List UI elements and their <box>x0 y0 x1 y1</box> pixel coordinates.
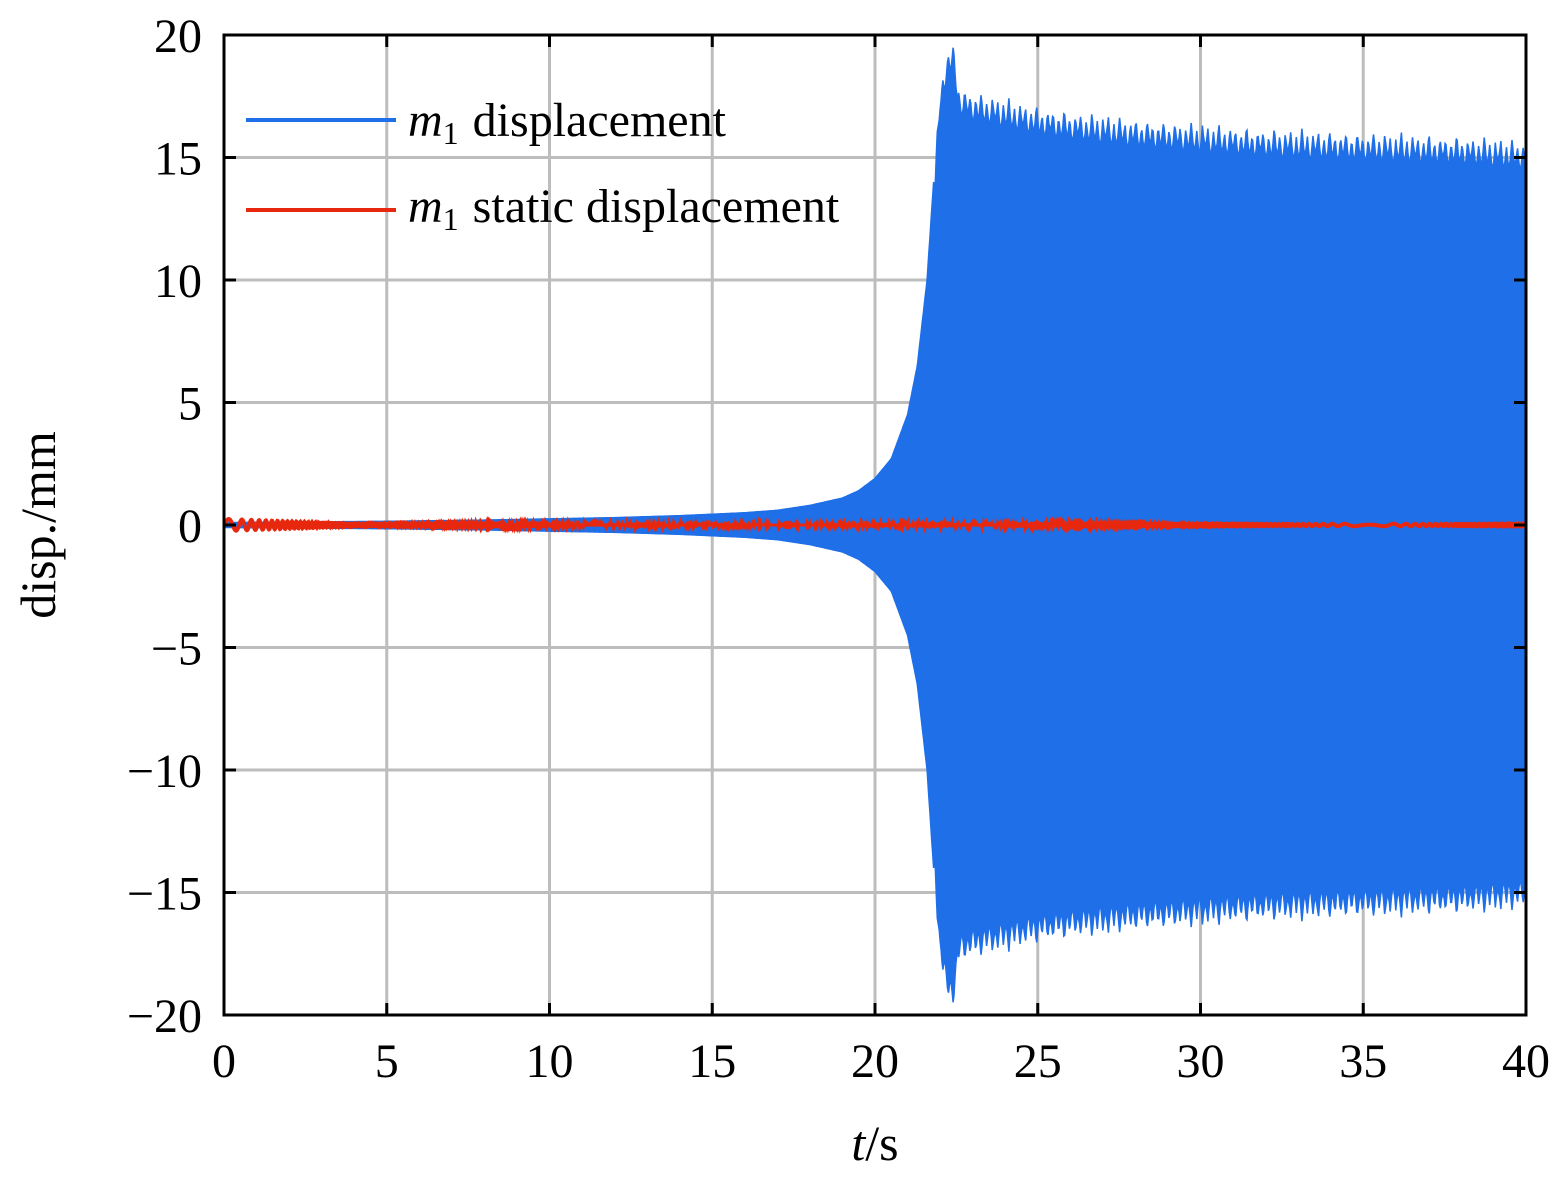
x-tick-label: 0 <box>212 1035 236 1088</box>
x-tick-label: 5 <box>375 1035 399 1088</box>
legend: m1 displacement m1 static displacement <box>246 94 840 237</box>
x-tick-label: 25 <box>1014 1035 1062 1088</box>
y-tick-label: 20 <box>154 10 202 63</box>
series-static-displacement-line <box>224 515 1526 535</box>
y-tick-label: 15 <box>154 133 202 186</box>
x-tick-label: 40 <box>1502 1035 1550 1088</box>
series-layer <box>224 47 1526 1003</box>
y-tick-label: 0 <box>178 500 202 553</box>
x-tick-label: 10 <box>526 1035 574 1088</box>
y-tick-label: 10 <box>154 255 202 308</box>
x-tick-label: 15 <box>688 1035 736 1088</box>
x-tick-label: 35 <box>1339 1035 1387 1088</box>
y-tick-label: −20 <box>127 990 202 1043</box>
x-tick-label: 30 <box>1177 1035 1225 1088</box>
tick-labels: 0 5 10 15 20 25 30 35 40 20 15 10 5 0 −5 −10 −15 −20 <box>127 10 1550 1088</box>
legend-label-displacement: m1 displacement <box>408 94 727 151</box>
y-axis-title: disp./mm <box>10 431 66 619</box>
y-tick-label: −15 <box>127 868 202 921</box>
axis-ticks <box>222 33 1528 1017</box>
y-tick-label: −10 <box>127 745 202 798</box>
x-tick-label: 20 <box>851 1035 899 1088</box>
legend-label-static: m1 static displacement <box>408 180 840 237</box>
x-axis-title: t/s <box>851 1115 898 1171</box>
y-tick-label: −5 <box>151 623 202 676</box>
y-tick-label: 5 <box>178 378 202 431</box>
